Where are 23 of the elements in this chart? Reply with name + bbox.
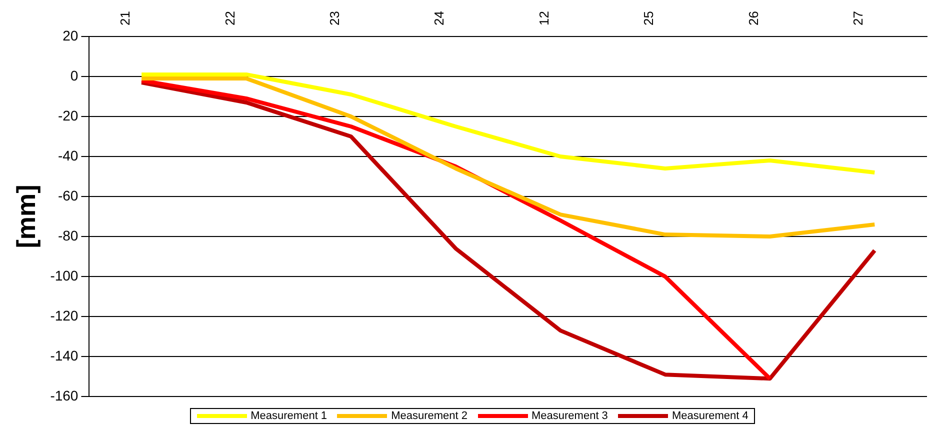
legend-label: Measurement 4: [672, 410, 748, 422]
y-tick-label: -100: [50, 267, 78, 284]
x-tick-label: 22: [222, 10, 238, 26]
y-tick-label: -160: [50, 387, 78, 404]
x-tick-label: 25: [641, 10, 656, 26]
y-tick-label: 20: [62, 27, 78, 44]
x-tick-label: 23: [327, 10, 342, 26]
x-tick-label: 21: [118, 10, 133, 26]
legend-label: Measurement 1: [250, 410, 328, 422]
x-tick-label: 12: [536, 10, 552, 26]
y-axis-title: [mm]: [10, 184, 41, 248]
y-tick-label: -60: [58, 187, 78, 204]
x-tick-label: 27: [850, 10, 866, 26]
x-tick-label: 24: [432, 10, 447, 26]
y-tick-label: -120: [50, 307, 78, 324]
y-tick-label: -20: [58, 107, 78, 124]
y-tick-label: -80: [58, 227, 78, 244]
x-tick-label: 26: [746, 10, 761, 26]
y-tick-label: -40: [58, 147, 78, 164]
y-tick-label: -140: [50, 347, 78, 364]
y-tick-label: 0: [70, 67, 78, 84]
legend-label: Measurement 2: [391, 410, 468, 422]
legend-label: Measurement 3: [532, 410, 608, 422]
